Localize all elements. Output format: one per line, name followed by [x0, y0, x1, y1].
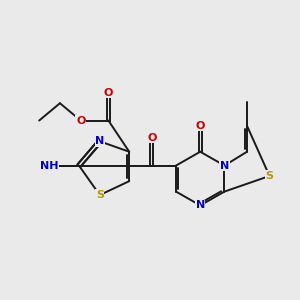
Text: O: O	[104, 88, 113, 98]
Text: O: O	[76, 116, 86, 126]
Text: S: S	[266, 171, 274, 181]
Text: N: N	[196, 200, 205, 210]
Text: S: S	[96, 190, 104, 200]
Text: N: N	[220, 160, 229, 171]
Text: NH: NH	[40, 160, 59, 171]
Text: O: O	[196, 121, 205, 131]
Text: O: O	[147, 133, 156, 143]
Text: N: N	[95, 136, 104, 146]
